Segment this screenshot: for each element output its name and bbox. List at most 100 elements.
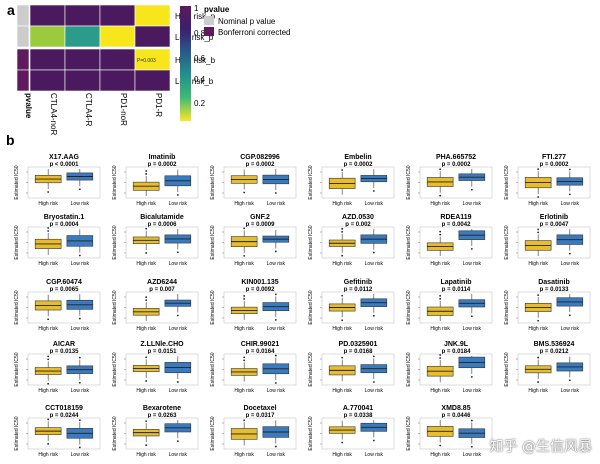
drug-pvalue: p = 0.0002 [246,162,276,168]
drug-pvalue: p = 0.0114 [442,287,471,293]
outlier-point [274,445,277,448]
drug-name: FTI.277 [542,154,566,161]
x-tick-label: Low risk [169,452,188,458]
y-axis-label: Estimated IC50 [112,225,118,259]
heatmap-cell [134,4,171,27]
y-axis-label: Estimated IC50 [210,165,216,199]
outlier-point [537,356,540,359]
x-tick-label: High risk [136,326,156,332]
outlier-point [243,191,246,194]
drug-pvalue: p = 0.0002 [442,162,472,168]
x-tick-label: High risk [430,326,450,332]
x-tick-label: Low risk [71,326,90,332]
watermark: 知乎 @生信风暴 [489,439,592,455]
drug-name: Docetaxel [243,405,276,412]
outlier-point [243,298,246,300]
x-tick-label: High risk [234,201,254,207]
drug-name: CGP.082996 [240,154,280,161]
heatmap-cell [134,25,171,48]
outlier-point [47,382,50,385]
drug-name: AZD.0530 [342,214,374,221]
outlier-point [537,168,540,171]
outlier-point [274,382,277,384]
y-axis-label: Estimated IC50 [504,225,510,259]
outlier-point [47,355,50,358]
x-tick-label: Low risk [71,388,90,394]
y-axis-label: Estimated IC50 [308,225,314,259]
outlier-point [372,381,375,383]
x-tick-label: Low risk [463,388,482,394]
x-tick-label: Low risk [463,326,482,332]
heatmap-cell [99,48,136,71]
outlier-point [470,188,473,191]
outlier-point [145,296,148,299]
side-cell [16,4,30,27]
heatmap-col-label: CTLA4-R [84,93,93,127]
x-tick-label: Low risk [463,261,482,267]
y-axis-label: Estimated IC50 [14,416,20,450]
outlier-point [537,319,540,322]
panel-a-label: a [7,2,15,18]
outlier-point [145,170,148,172]
heatmap-row-label: High risk_b [175,56,216,65]
outlier-point [439,230,442,233]
outlier-point [47,227,50,229]
x-tick-label: Low risk [267,326,286,332]
outlier-point [47,230,50,232]
drug-name: KIN001.135 [241,279,278,286]
outlier-point [176,381,179,383]
outlier-point [341,356,344,359]
x-tick-label: High risk [528,261,548,267]
drug-name: XMD8.85 [441,405,470,412]
outlier-point [341,230,344,233]
drug-pvalue: p = 0.0002 [148,162,178,168]
x-tick-label: High risk [430,201,450,207]
outlier-point [145,299,148,302]
legend-swatch [204,16,214,25]
drug-pvalue: p = 0.0244 [50,413,80,419]
heatmap-cell [99,25,136,48]
outlier-point [243,356,246,359]
outlier-point [439,357,442,359]
outlier-point [341,319,344,322]
x-tick-label: Low risk [561,326,580,332]
y-axis-label: Estimated IC50 [112,352,118,386]
y-axis-label: Estimated IC50 [406,165,412,199]
x-tick-label: Low risk [267,388,286,394]
outlier-point [439,444,442,447]
heatmap-col-label: PD1-R [154,93,163,117]
y-axis-label: Estimated IC50 [504,290,510,324]
drug-pvalue: p = 0.0112 [344,287,373,293]
drug-pvalue: p = 0.0338 [344,413,374,419]
y-axis-label: Estimated IC50 [504,352,510,386]
x-tick-label: Low risk [267,452,286,458]
outlier-point [372,355,375,358]
x-tick-label: High risk [234,261,254,267]
outlier-point [47,191,50,193]
outlier-point [470,419,473,422]
drug-pvalue: p = 0.002 [345,222,371,228]
outlier-point [145,252,148,254]
outlier-point [243,254,246,257]
x-tick-label: Low risk [365,261,384,267]
outlier-point [243,419,246,422]
outlier-point [439,354,442,356]
heatmap-row-label: Low risk_b [175,77,214,86]
outlier-point [341,441,344,444]
x-tick-label: High risk [430,388,450,394]
y-axis-label: Estimated IC50 [308,352,314,386]
heatmap-row-label: High risk_p [175,12,216,21]
drug-name: Bicalutamide [140,214,184,221]
x-tick-label: High risk [136,201,156,207]
